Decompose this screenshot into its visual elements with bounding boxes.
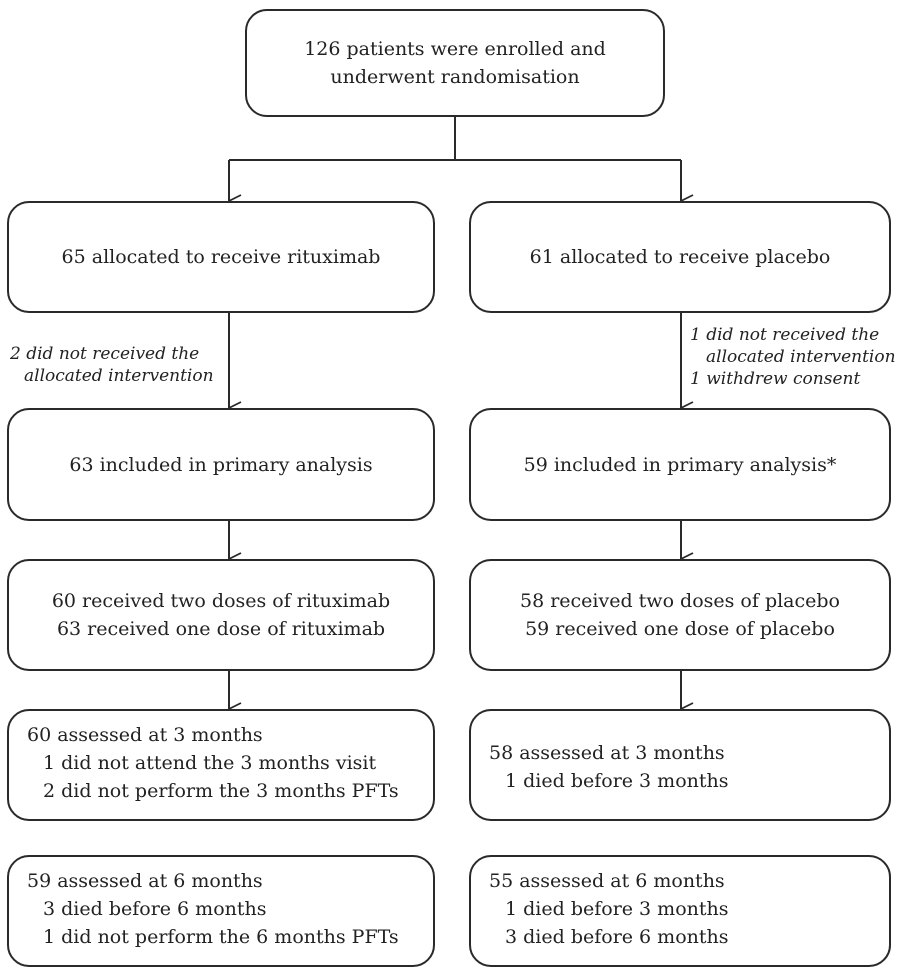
enrollment-box: 126 patients were enrolled and underwent… <box>245 9 665 117</box>
placebo-6-months-box: 55 assessed at 6 months 1 died before 3 … <box>469 855 891 967</box>
placebo-doses-line-2: 59 received one dose of placebo <box>525 618 835 640</box>
placebo-6m-item-1: 1 died before 3 months <box>505 898 729 920</box>
placebo-3-months-box: 58 assessed at 3 months 1 died before 3 … <box>469 709 891 821</box>
rituximab-6m-head: 59 assessed at 6 months <box>27 870 263 892</box>
rituximab-doses-line-2: 63 received one dose of rituximab <box>56 618 386 640</box>
rituximab-primary-text: 63 included in primary analysis <box>69 453 373 476</box>
rituximab-6-months-box: 59 assessed at 6 months 3 died before 6 … <box>7 855 435 967</box>
rituximab-6m-item-1: 3 died before 6 months <box>43 898 267 920</box>
placebo-exclusion-note: 1 did not received the allocated interve… <box>690 324 902 390</box>
rituximab-allocation-text: 65 allocated to receive rituximab <box>61 246 381 268</box>
placebo-note-line-2: allocated intervention <box>706 347 896 367</box>
placebo-note-line-1: 1 did not received the <box>690 325 880 345</box>
placebo-3m-head: 58 assessed at 3 months <box>489 742 725 764</box>
rituximab-3-months-box: 60 assessed at 3 months 1 did not attend… <box>7 709 435 821</box>
rituximab-doses-line-1: 60 received two doses of rituximab <box>51 590 391 612</box>
placebo-primary-text: 59 included in primary analysis* <box>523 453 837 476</box>
rituximab-exclusion-note: 2 did not received the allocated interve… <box>10 343 222 387</box>
placebo-doses-line-1: 58 received two doses of placebo <box>519 590 840 612</box>
placebo-doses-box: 58 received two doses of placebo 59 rece… <box>469 559 891 671</box>
enrollment-line-2: underwent randomisation <box>330 66 580 88</box>
rituximab-3m-head: 60 assessed at 3 months <box>27 724 263 746</box>
rituximab-3m-item-2: 2 did not perform the 3 months PFTs <box>43 780 399 802</box>
rituximab-note-line-2: allocated intervention <box>24 366 214 386</box>
rituximab-allocation-box: 65 allocated to receive rituximab <box>7 201 435 313</box>
placebo-6m-item-2: 3 died before 6 months <box>505 926 729 948</box>
placebo-allocation-text: 61 allocated to receive placebo <box>529 246 831 268</box>
placebo-allocation-box: 61 allocated to receive placebo <box>469 201 891 313</box>
rituximab-note-line-1: 2 did not received the <box>10 344 200 364</box>
rituximab-6m-item-2: 1 did not perform the 6 months PFTs <box>43 926 399 948</box>
rituximab-doses-box: 60 received two doses of rituximab 63 re… <box>7 559 435 671</box>
placebo-6m-head: 55 assessed at 6 months <box>489 870 725 892</box>
rituximab-3m-item-1: 1 did not attend the 3 months visit <box>43 752 377 774</box>
enrollment-line-1: 126 patients were enrolled and <box>304 38 606 60</box>
placebo-primary-analysis-box: 59 included in primary analysis* <box>469 408 891 521</box>
placebo-note-line-3: 1 withdrew consent <box>690 369 861 389</box>
placebo-3m-item-1: 1 died before 3 months <box>505 770 729 792</box>
rituximab-primary-analysis-box: 63 included in primary analysis <box>7 408 435 521</box>
